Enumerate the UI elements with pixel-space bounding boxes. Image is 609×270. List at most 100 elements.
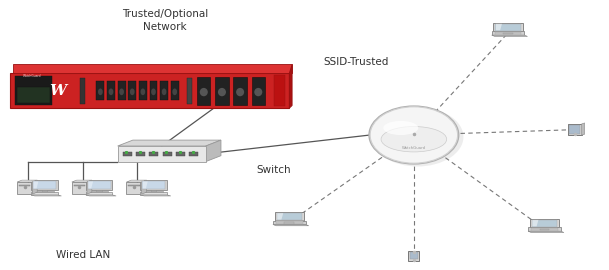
Bar <box>136 152 145 157</box>
Polygon shape <box>72 180 92 182</box>
Polygon shape <box>206 140 221 161</box>
Bar <box>118 81 125 100</box>
Bar <box>149 152 158 157</box>
Polygon shape <box>142 180 147 194</box>
Bar <box>35 191 54 193</box>
Ellipse shape <box>236 88 244 96</box>
Polygon shape <box>127 180 147 182</box>
Polygon shape <box>13 65 292 73</box>
Bar <box>127 182 142 194</box>
Bar <box>96 190 102 192</box>
Polygon shape <box>88 181 93 188</box>
Ellipse shape <box>370 107 457 163</box>
Polygon shape <box>33 181 38 188</box>
Bar <box>31 180 58 190</box>
Ellipse shape <box>108 89 113 95</box>
Ellipse shape <box>119 89 124 95</box>
Bar <box>540 229 549 230</box>
Bar <box>141 180 167 190</box>
Bar <box>144 191 163 193</box>
Bar <box>503 33 513 34</box>
Text: W: W <box>49 84 66 98</box>
Bar <box>233 77 247 105</box>
Bar <box>274 75 285 106</box>
Ellipse shape <box>172 89 177 95</box>
Bar <box>150 81 157 100</box>
Text: Switch: Switch <box>256 165 290 175</box>
Bar <box>275 212 304 221</box>
Polygon shape <box>528 231 564 232</box>
Bar <box>74 185 85 186</box>
Bar <box>252 77 265 105</box>
Bar <box>284 222 294 224</box>
Polygon shape <box>32 180 37 194</box>
Bar <box>189 152 199 157</box>
Bar <box>90 191 108 193</box>
Text: WatchGuard: WatchGuard <box>402 146 426 150</box>
Bar <box>128 185 140 186</box>
Bar <box>107 81 115 100</box>
Bar <box>528 227 561 231</box>
Bar <box>86 180 113 190</box>
Bar <box>96 81 104 100</box>
Bar <box>143 181 166 189</box>
Ellipse shape <box>371 107 463 167</box>
Bar <box>409 251 420 261</box>
Bar <box>176 152 185 157</box>
Bar <box>568 124 582 135</box>
Bar <box>88 181 111 189</box>
Text: Wired LAN: Wired LAN <box>55 249 110 259</box>
Polygon shape <box>491 35 527 36</box>
Bar <box>19 185 30 186</box>
Bar <box>491 31 524 35</box>
Ellipse shape <box>383 121 418 135</box>
Ellipse shape <box>218 88 226 96</box>
Polygon shape <box>289 65 292 108</box>
Bar <box>17 182 32 194</box>
Polygon shape <box>141 195 171 196</box>
Polygon shape <box>10 73 289 108</box>
Bar <box>215 77 228 105</box>
Bar <box>495 32 521 35</box>
Bar <box>118 146 206 161</box>
Bar <box>493 31 523 32</box>
Bar <box>569 125 580 134</box>
Bar <box>122 152 132 157</box>
Bar <box>495 24 521 31</box>
Bar <box>163 152 172 157</box>
Polygon shape <box>273 224 309 226</box>
Text: SSID-Trusted: SSID-Trusted <box>323 58 389 68</box>
Bar <box>531 228 558 231</box>
Bar <box>410 252 418 259</box>
Bar <box>276 221 303 224</box>
Text: Trusted/Optional
Network: Trusted/Optional Network <box>122 9 208 32</box>
Bar <box>171 81 178 100</box>
Bar <box>197 77 211 105</box>
Polygon shape <box>17 180 37 182</box>
Ellipse shape <box>369 106 459 164</box>
Ellipse shape <box>381 127 446 152</box>
Bar <box>33 181 56 189</box>
Bar <box>160 81 168 100</box>
Bar <box>128 81 136 100</box>
Polygon shape <box>86 195 116 196</box>
Bar <box>17 87 50 103</box>
Bar <box>72 182 87 194</box>
Polygon shape <box>532 220 538 226</box>
Polygon shape <box>118 140 221 146</box>
Text: WatchGuard: WatchGuard <box>23 74 41 78</box>
Ellipse shape <box>255 88 262 96</box>
Bar <box>15 76 52 105</box>
Bar <box>532 220 557 227</box>
Ellipse shape <box>130 89 135 95</box>
Bar <box>139 81 147 100</box>
Bar <box>31 193 58 195</box>
Polygon shape <box>496 24 502 30</box>
Ellipse shape <box>200 88 208 96</box>
Bar <box>530 219 559 228</box>
Polygon shape <box>31 195 62 196</box>
Bar <box>80 78 85 104</box>
Ellipse shape <box>98 89 103 95</box>
Bar <box>151 190 157 192</box>
Polygon shape <box>87 180 92 194</box>
